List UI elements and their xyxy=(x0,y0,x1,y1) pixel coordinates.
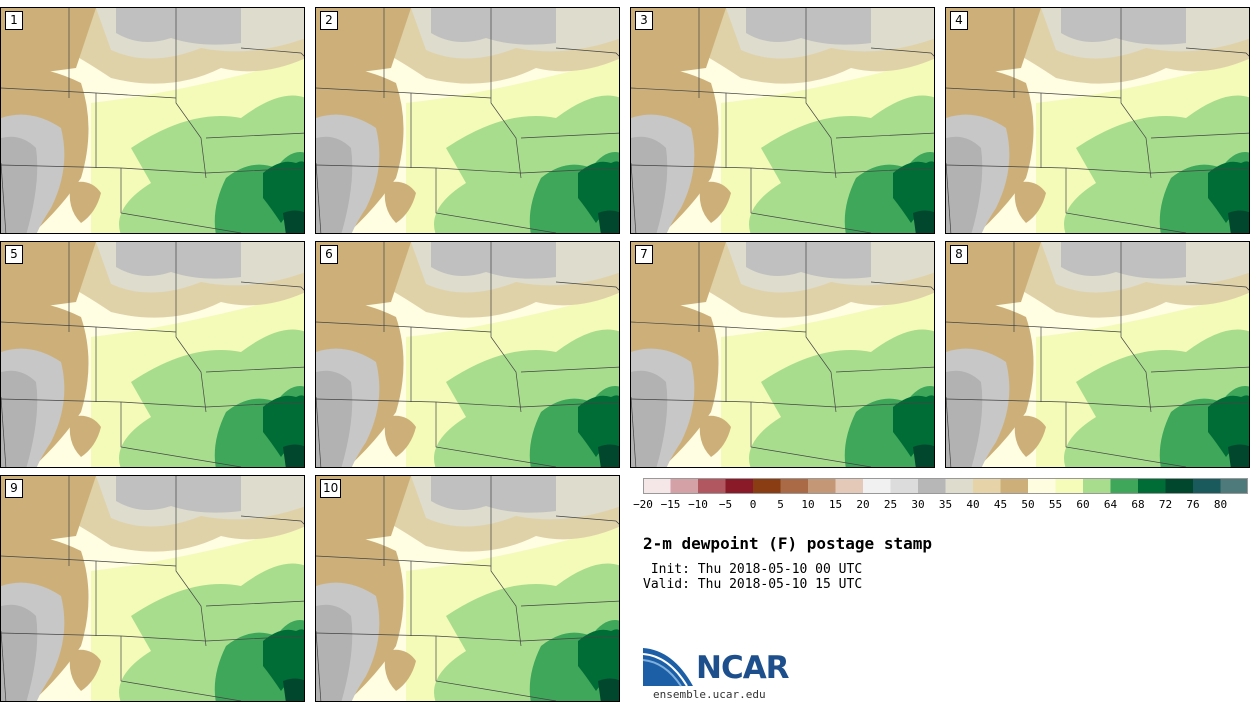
ncar-logo xyxy=(643,648,693,687)
colorbar-segment xyxy=(1138,478,1166,494)
colorbar-tick: 80 xyxy=(1213,498,1228,511)
colorbar-tick: 5 xyxy=(777,498,784,511)
member-panel-4[interactable]: 4 xyxy=(945,7,1250,234)
colorbar-segment xyxy=(1165,478,1194,494)
colorbar-tick: −15 xyxy=(660,498,681,511)
colorbar-segment xyxy=(918,478,946,494)
init-time: Init: Thu 2018-05-10 00 UTC xyxy=(643,562,863,577)
member-number-label: 1 xyxy=(5,11,23,30)
colorbar-segment xyxy=(1110,478,1139,494)
colorbar-tick: −20 xyxy=(633,498,653,511)
colorbar-tick: −10 xyxy=(688,498,708,511)
colorbar-border xyxy=(643,478,1248,494)
colorbar-segment xyxy=(643,478,671,494)
colorbar-tick: 0 xyxy=(749,498,757,511)
dewpoint-colorbar xyxy=(643,478,1248,494)
member-panel-8[interactable]: 8 xyxy=(945,241,1250,468)
colorbar-segment xyxy=(670,478,699,494)
colorbar-tick: 64 xyxy=(1103,498,1118,511)
colorbar-tick: 60 xyxy=(1076,498,1090,511)
colorbar-tick: 35 xyxy=(938,498,953,511)
member-number-label: 4 xyxy=(950,11,968,30)
colorbar-segment xyxy=(945,478,974,494)
colorbar-segment xyxy=(780,478,809,494)
colorbar-segment xyxy=(808,478,836,494)
member-panel-7[interactable]: 7 xyxy=(630,241,935,468)
ncar-logo-text: NCAR xyxy=(696,650,790,686)
colorbar-tick: 40 xyxy=(966,498,980,511)
member-number-label: 3 xyxy=(635,11,653,30)
colorbar-tick: 45 xyxy=(993,498,1008,511)
dewpoint-map-9 xyxy=(1,476,304,701)
site-url[interactable]: ensemble.ucar.edu xyxy=(653,688,766,701)
colorbar-tick: 68 xyxy=(1131,498,1145,511)
dewpoint-map-7 xyxy=(631,242,934,467)
colorbar-tick: 50 xyxy=(1021,498,1035,511)
colorbar-segment xyxy=(1193,478,1221,494)
colorbar-segment xyxy=(1028,478,1056,494)
member-panel-5[interactable]: 5 xyxy=(0,241,305,468)
colorbar-tick: 76 xyxy=(1186,498,1200,511)
member-number-label: 6 xyxy=(320,245,338,264)
colorbar-tick: 20 xyxy=(856,498,870,511)
colorbar-segment xyxy=(1000,478,1029,494)
member-panel-6[interactable]: 6 xyxy=(315,241,620,468)
colorbar-tick: 10 xyxy=(801,498,815,511)
colorbar-segment xyxy=(1220,478,1248,494)
member-number-label: 7 xyxy=(635,245,653,264)
colorbar-tick: 55 xyxy=(1048,498,1063,511)
colorbar-segment xyxy=(1083,478,1111,494)
member-number-label: 8 xyxy=(950,245,968,264)
member-number-label: 5 xyxy=(5,245,23,264)
colorbar-segment xyxy=(835,478,864,494)
member-panel-1[interactable]: 1 xyxy=(0,7,305,234)
member-panel-10[interactable]: 10 xyxy=(315,475,620,702)
colorbar-segment xyxy=(753,478,781,494)
dewpoint-map-1 xyxy=(1,8,304,233)
colorbar-tick: −5 xyxy=(718,498,733,511)
colorbar-segment xyxy=(725,478,754,494)
valid-time: Valid: Thu 2018-05-10 15 UTC xyxy=(643,577,863,592)
member-panel-3[interactable]: 3 xyxy=(630,7,935,234)
plot-title: 2-m dewpoint (F) postage stamp xyxy=(643,534,932,553)
colorbar-tick-labels: −20 −15 −10 −5 0 5 10 15 20 25 30 35 40 45 50 55 60 64 68 7… xyxy=(630,498,1250,514)
colorbar-tick: 30 xyxy=(911,498,925,511)
dewpoint-map-6 xyxy=(316,242,619,467)
colorbar-segment xyxy=(890,478,919,494)
colorbar-segment xyxy=(863,478,891,494)
member-panel-9[interactable]: 9 xyxy=(0,475,305,702)
colorbar-tick: 72 xyxy=(1158,498,1173,511)
member-number-label: 2 xyxy=(320,11,338,30)
colorbar-tick: 25 xyxy=(883,498,898,511)
member-number-label: 9 xyxy=(5,479,23,498)
dewpoint-map-2 xyxy=(316,8,619,233)
colorbar-segment xyxy=(698,478,726,494)
member-panel-2[interactable]: 2 xyxy=(315,7,620,234)
dewpoint-map-10 xyxy=(316,476,619,701)
dewpoint-map-5 xyxy=(1,242,304,467)
colorbar-segment xyxy=(973,478,1001,494)
dewpoint-map-3 xyxy=(631,8,934,233)
colorbar-tick: 15 xyxy=(828,498,843,511)
colorbar-segment xyxy=(1055,478,1084,494)
dewpoint-map-8 xyxy=(946,242,1249,467)
dewpoint-map-4 xyxy=(946,8,1249,233)
member-number-label: 10 xyxy=(320,479,342,498)
